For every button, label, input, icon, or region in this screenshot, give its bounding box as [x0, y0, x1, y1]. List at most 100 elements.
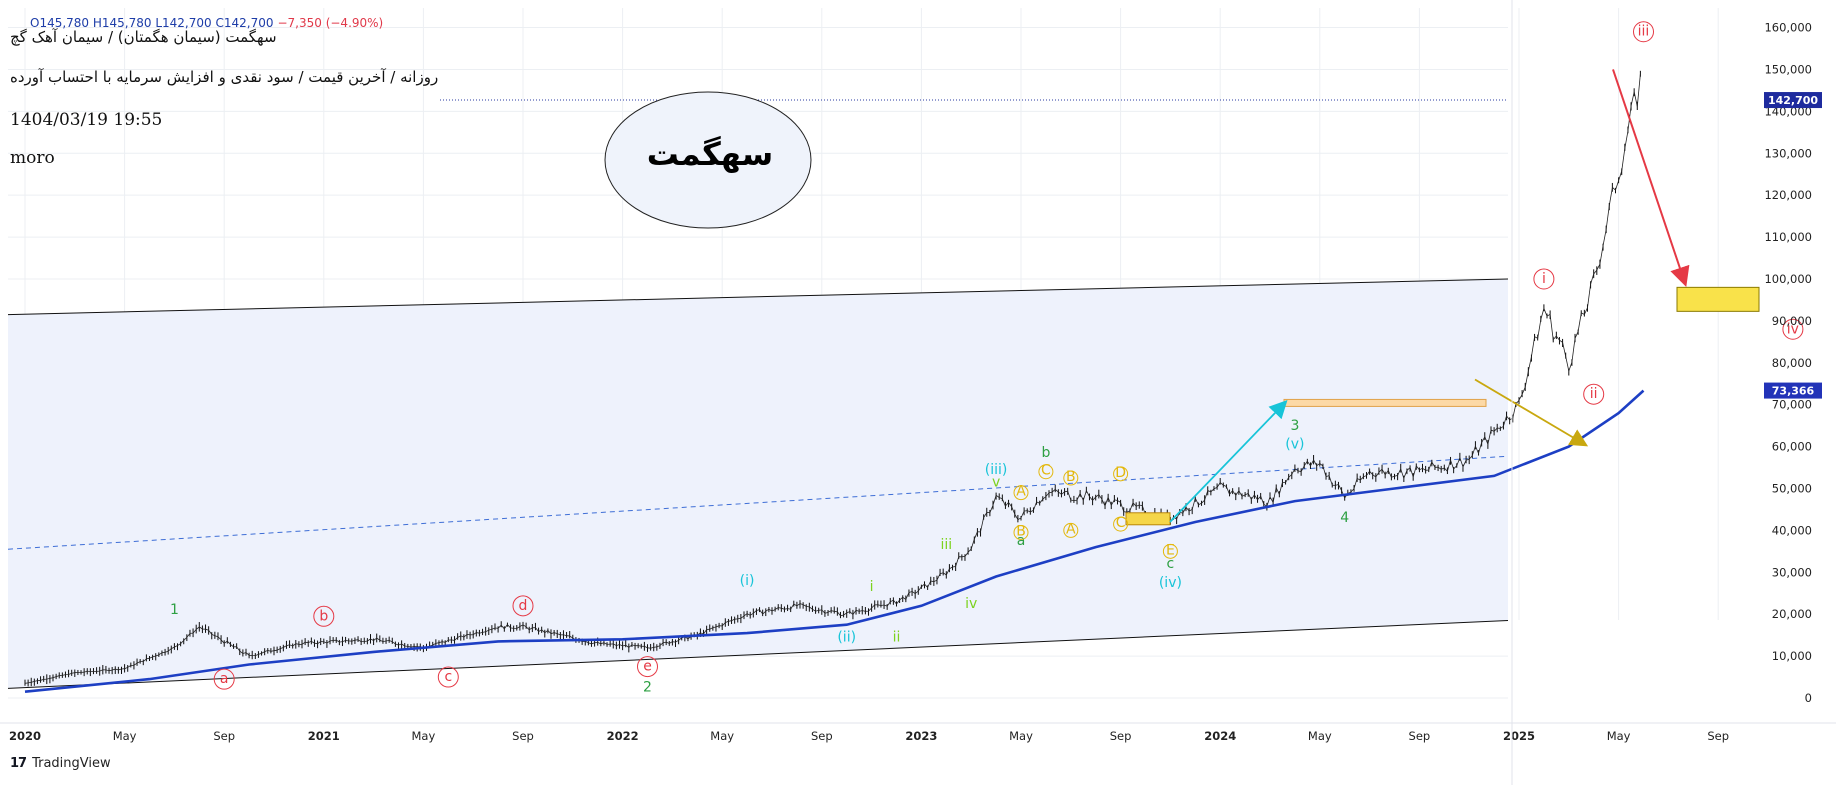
- y-tick-label: 120,000: [1764, 188, 1812, 202]
- price-change: −7,350 (−4.90%): [277, 16, 384, 30]
- last-price-label-bg: [1764, 92, 1822, 109]
- y-tick-label: 110,000: [1764, 230, 1812, 244]
- x-tick-label: May: [710, 729, 734, 743]
- wave-circle: [1782, 318, 1804, 340]
- wave-label: B: [1016, 523, 1026, 539]
- ma-label-text: 73,366: [1772, 385, 1815, 398]
- brand-label: TradingView: [32, 756, 111, 771]
- wave-label: 2: [643, 680, 652, 696]
- y-tick-label: 50,000: [1772, 481, 1812, 495]
- y-tick-label: 80,000: [1772, 356, 1812, 370]
- wave-label: c: [444, 669, 452, 685]
- x-tick-label: Sep: [1707, 729, 1729, 743]
- x-tick-label: May: [1607, 729, 1631, 743]
- y-tick-label: 60,000: [1772, 440, 1812, 454]
- x-tick-label: Sep: [1409, 729, 1431, 743]
- y-tick-label: 10,000: [1772, 649, 1812, 663]
- x-tick-label: May: [1308, 729, 1332, 743]
- wave-label: (i): [740, 573, 755, 589]
- wave-circle: [1038, 464, 1054, 480]
- wave-circle: [1013, 524, 1029, 540]
- channel-fill: [8, 278, 1508, 689]
- tradingview-brand[interactable]: 17 TradingView: [10, 756, 111, 771]
- y-tick-label: 90,000: [1772, 314, 1812, 328]
- wave-label: 3: [1290, 418, 1299, 434]
- wave-label: a: [220, 671, 229, 687]
- wave-circle: [213, 668, 235, 690]
- y-tick-label: 130,000: [1764, 146, 1812, 160]
- wave-label: iv: [1787, 321, 1799, 337]
- channel-lower-line: [7, 619, 1509, 689]
- resistance-box: [1283, 398, 1487, 407]
- ohlc-readout: O145,780 H145,780 L142,700 C142,700 −7,35…: [30, 16, 383, 30]
- wave-circle: [1583, 383, 1605, 405]
- x-tick-label: 2022: [607, 729, 639, 743]
- support-box: [1125, 512, 1171, 526]
- wave-label: a: [1017, 533, 1026, 549]
- author-name: moro: [10, 148, 55, 168]
- y-tick-label: 160,000: [1764, 21, 1812, 35]
- channel-upper-line: [7, 278, 1509, 316]
- ma-label-bg: [1764, 382, 1822, 399]
- x-tick-label: May: [1009, 729, 1033, 743]
- ma-label: 73,366: [1764, 382, 1822, 399]
- y-tick-label: 0: [1805, 691, 1812, 705]
- wave-label: iv: [965, 596, 977, 612]
- wave-label: (ii): [837, 629, 856, 645]
- x-tick-label: 2020: [9, 729, 41, 743]
- wave-circle: [1013, 485, 1029, 501]
- symbol-bubble: [604, 91, 812, 229]
- chart-subtitle: روزانه / آخرین قیمت / سود نقدی و افزایش …: [10, 68, 439, 86]
- y-tick-label: 30,000: [1772, 565, 1812, 579]
- wave-label: iii: [1638, 24, 1650, 40]
- price-line: [24, 73, 1641, 684]
- wave-circle: [437, 666, 459, 688]
- channel-mid-line: [7, 455, 1509, 550]
- symbol-bubble-text: سهگمت: [646, 135, 774, 173]
- x-tick-label: Sep: [1110, 729, 1132, 743]
- timestamp: 1404/03/19 19:55: [10, 110, 163, 130]
- wave-label: E: [1166, 542, 1175, 558]
- wave-circle: [1113, 516, 1129, 532]
- y-tick-label: 20,000: [1772, 607, 1812, 621]
- wave-label: 1: [170, 602, 179, 618]
- wave-label: d: [519, 598, 528, 614]
- wave-circle: [637, 656, 658, 678]
- wave-arrow-cyan: [1169, 399, 1288, 523]
- ohlc-values: O145,780 H145,780 L142,700 C142,700: [30, 16, 274, 30]
- wave-label: A: [1066, 521, 1076, 537]
- chart-title: سهگمت (سیمان هگمتان) / سیمان آهک گچ: [10, 28, 277, 46]
- target-box: [1676, 286, 1760, 312]
- x-tick-label: 2025: [1503, 729, 1535, 743]
- y-tick-label: 40,000: [1772, 523, 1812, 537]
- last-price-label-text: 142,700: [1768, 94, 1818, 107]
- wave-label: C: [1116, 515, 1126, 531]
- price-series: [24, 70, 1641, 687]
- wave-label: v: [992, 474, 1000, 490]
- wave-circle: [512, 595, 534, 617]
- wave-circle: [1113, 466, 1129, 482]
- wave-arrow-yellow: [1474, 378, 1589, 447]
- wave-label: (iii): [985, 462, 1008, 478]
- moving-average-line: [24, 389, 1645, 693]
- wave-label: A: [1016, 484, 1026, 500]
- y-tick-label: 70,000: [1772, 398, 1812, 412]
- x-tick-label: Sep: [811, 729, 833, 743]
- x-tick-label: 2021: [308, 729, 340, 743]
- wave-circle: [1533, 268, 1555, 290]
- wave-label: c: [1167, 556, 1175, 572]
- last-price-label: 142,700: [1764, 92, 1822, 109]
- wave-label: e: [643, 659, 652, 675]
- wave-label: i: [870, 579, 874, 595]
- wave-circle: [1162, 543, 1178, 559]
- wave-label: ii: [1590, 386, 1598, 402]
- x-tick-label: Sep: [213, 729, 235, 743]
- tradingview-logo-icon: 17: [10, 756, 27, 771]
- wave-label: 4: [1340, 510, 1349, 526]
- x-tick-label: May: [113, 729, 137, 743]
- x-tick-label: Sep: [512, 729, 534, 743]
- wave-circle: [1063, 470, 1079, 486]
- y-tick-label: 150,000: [1764, 62, 1812, 76]
- wave-circle: [1063, 522, 1079, 538]
